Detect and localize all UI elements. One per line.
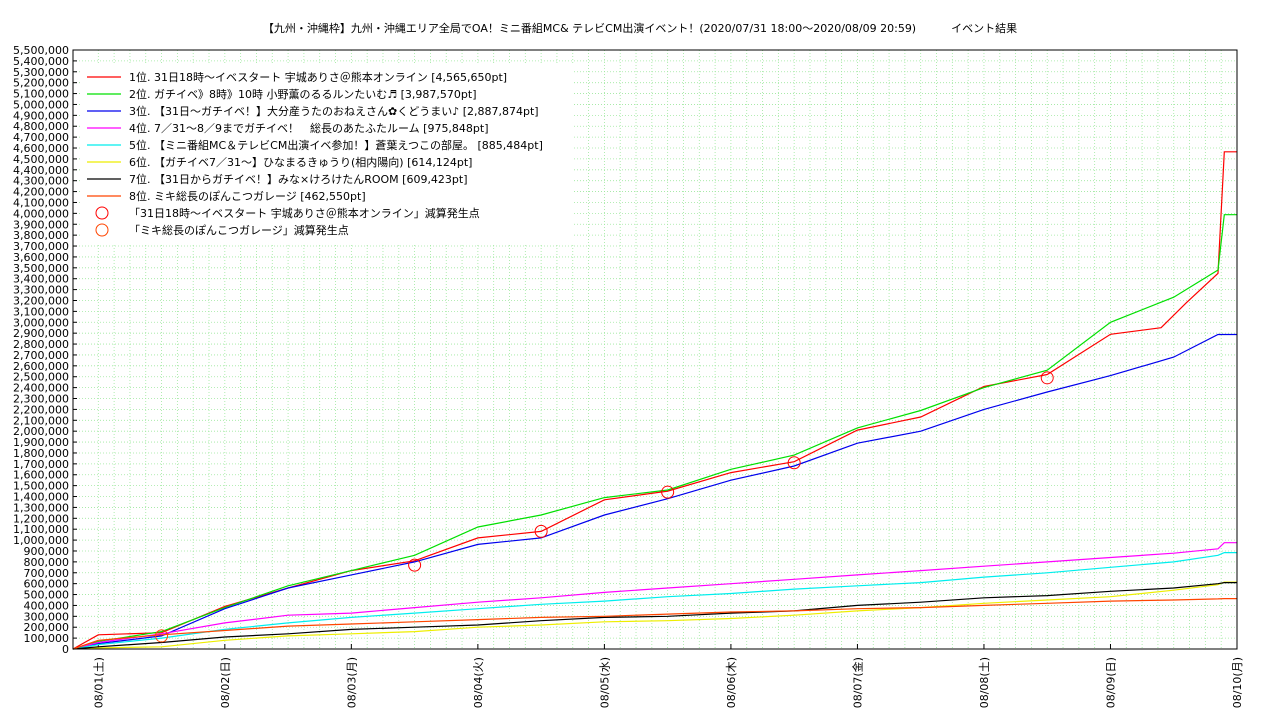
legend-label: 「ミキ総長のぽんこつガレージ」減算発生点 xyxy=(129,223,349,237)
series-line xyxy=(72,581,1237,650)
x-tick-label: 08/04(火) xyxy=(472,657,485,708)
y-tick-label: 4,600,000 xyxy=(13,142,69,155)
y-tick-label: 3,700,000 xyxy=(13,240,69,253)
x-tick-label: 08/05(水) xyxy=(598,657,611,708)
y-tick-label: 4,000,000 xyxy=(13,207,69,220)
legend-label: 3位. 【31日〜ガチイベ！】大分産うたのおねえさん✿くどうまい♪ [2,887… xyxy=(129,104,539,118)
legend-marker xyxy=(95,206,109,220)
y-tick-label: 2,000,000 xyxy=(13,425,69,438)
y-tick-label: 100,000 xyxy=(24,632,70,645)
x-tick-label: 08/08(土) xyxy=(978,657,991,708)
y-tick-label: 3,100,000 xyxy=(13,305,69,318)
y-tick-label: 1,000,000 xyxy=(13,534,69,547)
x-tick-label: 08/01(土) xyxy=(92,657,105,708)
y-tick-label: 2,800,000 xyxy=(13,338,69,351)
x-tick-label: 08/09(日) xyxy=(1104,657,1117,708)
y-tick-label: 4,500,000 xyxy=(13,153,69,166)
y-tick-label: 4,800,000 xyxy=(13,120,69,133)
y-tick-label: 3,500,000 xyxy=(13,262,69,275)
reduction-marker xyxy=(1040,371,1054,385)
y-tick-label: 0 xyxy=(62,643,69,656)
y-tick-label: 2,100,000 xyxy=(13,414,69,427)
legend-label: 2位. ガチイベ》8時》10時 小野薫のるるルンたいむ♬ [3,987,570p… xyxy=(129,87,476,101)
legend-box xyxy=(80,63,574,245)
y-tick-label: 4,400,000 xyxy=(13,164,69,177)
legend-label: 4位. 7／31〜8／9までガチイベ！ 総長のあたふたルーム [975,848p… xyxy=(129,121,489,135)
y-tick-label: 4,200,000 xyxy=(13,186,69,199)
series-line xyxy=(72,581,1237,650)
legend-label: 5位. 【ミニ番組MC＆テレビCM出演イベ参加！】蒼葉えつこの部屋。 [885,… xyxy=(129,138,543,152)
y-tick-label: 1,700,000 xyxy=(13,458,69,471)
y-tick-label: 2,400,000 xyxy=(13,382,69,395)
y-tick-label: 200,000 xyxy=(24,621,70,634)
series-line xyxy=(72,214,1237,650)
series-line xyxy=(72,551,1237,650)
y-tick-label: 1,900,000 xyxy=(13,436,69,449)
y-tick-label: 1,400,000 xyxy=(13,491,69,504)
legend-label: 7位. 【31日からガチイベ！】みな×けろけたんROOM [609,423pt] xyxy=(129,172,468,186)
y-tick-label: 3,800,000 xyxy=(13,229,69,242)
y-tick-label: 2,900,000 xyxy=(13,327,69,340)
y-tick-label: 900,000 xyxy=(24,545,70,558)
y-tick-label: 400,000 xyxy=(24,599,70,612)
y-tick-label: 700,000 xyxy=(24,567,70,580)
plot-frame xyxy=(72,49,1238,650)
y-tick-label: 2,300,000 xyxy=(13,393,69,406)
y-tick-label: 1,300,000 xyxy=(13,501,69,514)
y-tick-label: 2,600,000 xyxy=(13,360,69,373)
legend-label: 「31日18時〜イベスタート 宇城ありさ＠熊本オンライン」減算発生点 xyxy=(129,206,480,220)
y-tick-label: 1,500,000 xyxy=(13,480,69,493)
y-tick-label: 4,100,000 xyxy=(13,196,69,209)
y-tick-label: 600,000 xyxy=(24,578,70,591)
legend-label: 8位. ミキ総長のぽんこつガレージ [462,550pt] xyxy=(129,189,366,203)
series-line xyxy=(72,333,1237,650)
x-tick-label: 08/10(月) xyxy=(1231,657,1244,708)
reduction-marker xyxy=(155,629,169,643)
y-tick-label: 1,800,000 xyxy=(13,447,69,460)
y-tick-label: 2,500,000 xyxy=(13,371,69,384)
y-tick-label: 5,500,000 xyxy=(13,44,69,57)
reduction-marker xyxy=(787,456,801,470)
y-tick-label: 3,300,000 xyxy=(13,284,69,297)
y-tick-label: 1,100,000 xyxy=(13,523,69,536)
y-tick-label: 1,200,000 xyxy=(13,512,69,525)
x-tick-label: 08/06(木) xyxy=(725,657,738,708)
y-tick-label: 5,400,000 xyxy=(13,55,69,68)
y-tick-label: 5,000,000 xyxy=(13,98,69,111)
y-tick-label: 800,000 xyxy=(24,556,70,569)
y-tick-label: 2,200,000 xyxy=(13,403,69,416)
y-tick-label: 5,200,000 xyxy=(13,77,69,90)
y-tick-label: 2,700,000 xyxy=(13,349,69,362)
legend-label: 6位. 【ガチイベ7／31〜】ひなまるきゅうり(相内陽向) [614,124pt… xyxy=(129,155,472,169)
series-line xyxy=(72,597,1237,650)
chart-title: 【九州・沖縄枠】九州・沖縄エリア全局でOA！ミニ番組MC& テレビCM出演イベン… xyxy=(262,22,1018,35)
reduction-marker xyxy=(661,485,675,499)
y-tick-label: 3,900,000 xyxy=(13,218,69,231)
x-tick-label: 08/02(日) xyxy=(219,657,232,708)
y-tick-label: 3,400,000 xyxy=(13,273,69,286)
x-tick-label: 08/07(金) xyxy=(850,657,864,708)
y-tick-label: 500,000 xyxy=(24,589,70,602)
y-tick-label: 3,000,000 xyxy=(13,316,69,329)
y-tick-label: 5,300,000 xyxy=(13,66,69,79)
legend-label: 1位. 31日18時〜イベスタート 宇城ありさ＠熊本オンライン [4,565,6… xyxy=(129,70,507,84)
y-tick-label: 4,700,000 xyxy=(13,131,69,144)
y-tick-label: 4,900,000 xyxy=(13,109,69,122)
series-line xyxy=(72,542,1237,650)
y-tick-label: 5,100,000 xyxy=(13,88,69,101)
legend-marker xyxy=(95,223,109,237)
x-tick-label: 08/03(月) xyxy=(345,657,358,708)
y-tick-label: 3,200,000 xyxy=(13,294,69,307)
series-line xyxy=(72,151,1237,650)
y-tick-label: 1,600,000 xyxy=(13,469,69,482)
reduction-marker xyxy=(408,558,422,572)
y-tick-label: 300,000 xyxy=(24,610,70,623)
y-tick-label: 4,300,000 xyxy=(13,175,69,188)
y-tick-label: 3,600,000 xyxy=(13,251,69,264)
reduction-marker xyxy=(534,524,548,538)
